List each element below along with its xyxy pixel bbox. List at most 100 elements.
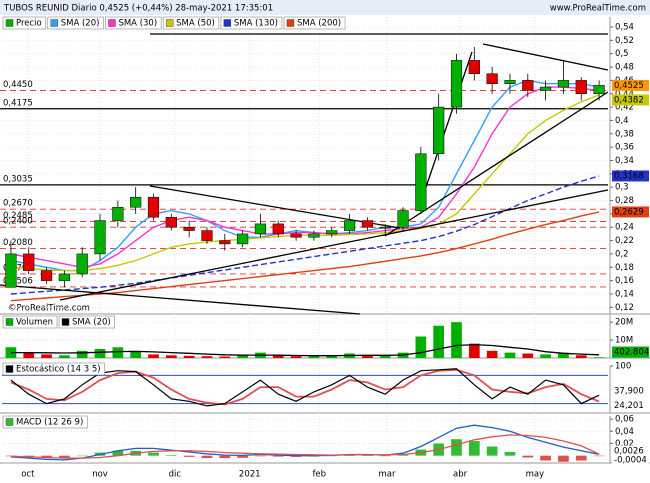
level-label: 0,3035 — [3, 174, 33, 184]
volume-bar — [94, 349, 106, 358]
volume-bar — [41, 354, 52, 358]
legend-swatch — [5, 365, 14, 373]
x-tick-label: dic — [169, 470, 182, 480]
legend-item: SMA (130) — [220, 16, 283, 30]
trend-line — [0, 284, 361, 315]
volume-bar — [575, 355, 587, 358]
legend-bg — [105, 16, 162, 30]
legend-swatch — [223, 19, 232, 27]
oscillator-last-label: 37,900 — [614, 387, 644, 397]
last-price-label: 0,4525 — [614, 81, 644, 91]
sma-line — [10, 86, 600, 269]
trend-line — [149, 185, 401, 229]
macd-histogram-bar — [451, 439, 462, 456]
legend-swatch — [61, 318, 70, 326]
y-tick-label: 0,2 — [615, 249, 629, 259]
candle-body — [415, 153, 427, 211]
sma-last-label: 0,3168 — [614, 171, 644, 181]
histogram-last-label: -0,0004 — [614, 456, 647, 466]
y-tick-label: 0,4 — [615, 116, 629, 126]
candle-body — [397, 210, 409, 228]
legend-label: SMA (30) — [118, 19, 157, 29]
macd-histogram-bar — [575, 455, 587, 461]
oscillator-line — [10, 368, 600, 407]
candle-body — [201, 230, 213, 241]
legend-item: SMA (20) — [58, 315, 116, 329]
y-tick-label: 0,12 — [615, 303, 634, 313]
legend-bg — [283, 16, 346, 30]
macd-histogram-bar — [344, 455, 355, 456]
legend-swatch — [5, 418, 14, 426]
candle-body — [379, 226, 391, 229]
y-tick-label: 0,3 — [615, 183, 629, 193]
y-tick-label: 0,24 — [615, 223, 634, 233]
candle-body — [183, 226, 195, 231]
volume-bar — [112, 347, 124, 358]
volume-bar — [558, 352, 569, 358]
candle-body — [575, 80, 587, 95]
volume-last-label: 402.804 — [614, 348, 649, 358]
macd-histogram-bar — [362, 455, 373, 456]
legend-label: MACD (12 26 9) — [16, 418, 83, 428]
trend-lines — [0, 33, 609, 315]
candle-body — [237, 233, 249, 245]
x-tick-label: nov — [92, 470, 108, 480]
macd-histogram-bar — [504, 452, 516, 456]
level-label: 0,1506 — [3, 276, 33, 286]
candle-body — [343, 220, 356, 231]
candle-body — [254, 223, 267, 235]
macd-histogram-bar — [219, 455, 231, 459]
candle-body — [540, 86, 552, 91]
sma-last-box — [612, 206, 649, 218]
trend-line — [384, 91, 609, 237]
y-tick-label: 0,04 — [615, 427, 634, 437]
volume-bar — [165, 355, 177, 358]
legend-swatch — [5, 19, 14, 27]
level-label: 0,2400 — [3, 217, 33, 227]
volume-bar — [415, 336, 427, 358]
y-tick-label: 0,34 — [615, 156, 634, 166]
legend-item: Precio — [2, 16, 47, 30]
volume-last-box — [612, 346, 649, 358]
sma-last-label: 0,2629 — [614, 207, 644, 217]
y-tick-label: 0,02 — [615, 439, 634, 449]
macd-line — [10, 424, 600, 461]
volume-bar — [183, 355, 195, 358]
legend-item: SMA (200) — [283, 16, 346, 30]
volume-bar — [59, 355, 70, 358]
y-tick-label: 0,06 — [615, 415, 634, 425]
candle-body — [522, 80, 534, 91]
legend-label: SMA (20) — [61, 19, 100, 29]
x-tick-label: 2021 — [239, 470, 261, 480]
volume-bar — [486, 350, 498, 358]
candle-body — [290, 233, 302, 238]
legend-label: Estocástico (14 3 5) — [16, 365, 101, 375]
x-tick-label: may — [526, 470, 545, 480]
legend-item: Estocástico (14 3 5) — [2, 362, 105, 376]
legend-swatch — [5, 318, 14, 326]
x-tick-label: abr — [453, 470, 468, 480]
macd-histogram-bar — [379, 455, 391, 457]
macd-histogram-bar — [165, 455, 177, 456]
volume-bar — [451, 322, 462, 358]
volume-bar — [290, 356, 302, 358]
legend-bg — [58, 315, 116, 329]
legend-swatch — [165, 19, 174, 27]
macd-histogram-bar — [468, 441, 480, 456]
legend-bg — [47, 16, 104, 30]
y-tick-label: 0,44 — [615, 89, 634, 99]
sma-last-box — [612, 170, 649, 182]
y-tick-label: 0,38 — [615, 129, 634, 139]
y-tick-label: 0,48 — [615, 63, 634, 73]
legend-label: SMA (200) — [297, 19, 341, 29]
macd-histogram-bar — [148, 452, 159, 456]
header-title: TUBOS REUNID Diario 0,4525 (+0,44%) 28-m… — [3, 4, 273, 14]
volume-bar — [522, 353, 534, 358]
oscillator-last-box — [612, 385, 649, 397]
candle-body — [40, 270, 53, 281]
y-tick-label: 0,14 — [615, 289, 634, 299]
legend-label: SMA (20) — [72, 318, 111, 328]
sma-line — [10, 94, 600, 272]
level-label: 0,4175 — [3, 98, 33, 108]
